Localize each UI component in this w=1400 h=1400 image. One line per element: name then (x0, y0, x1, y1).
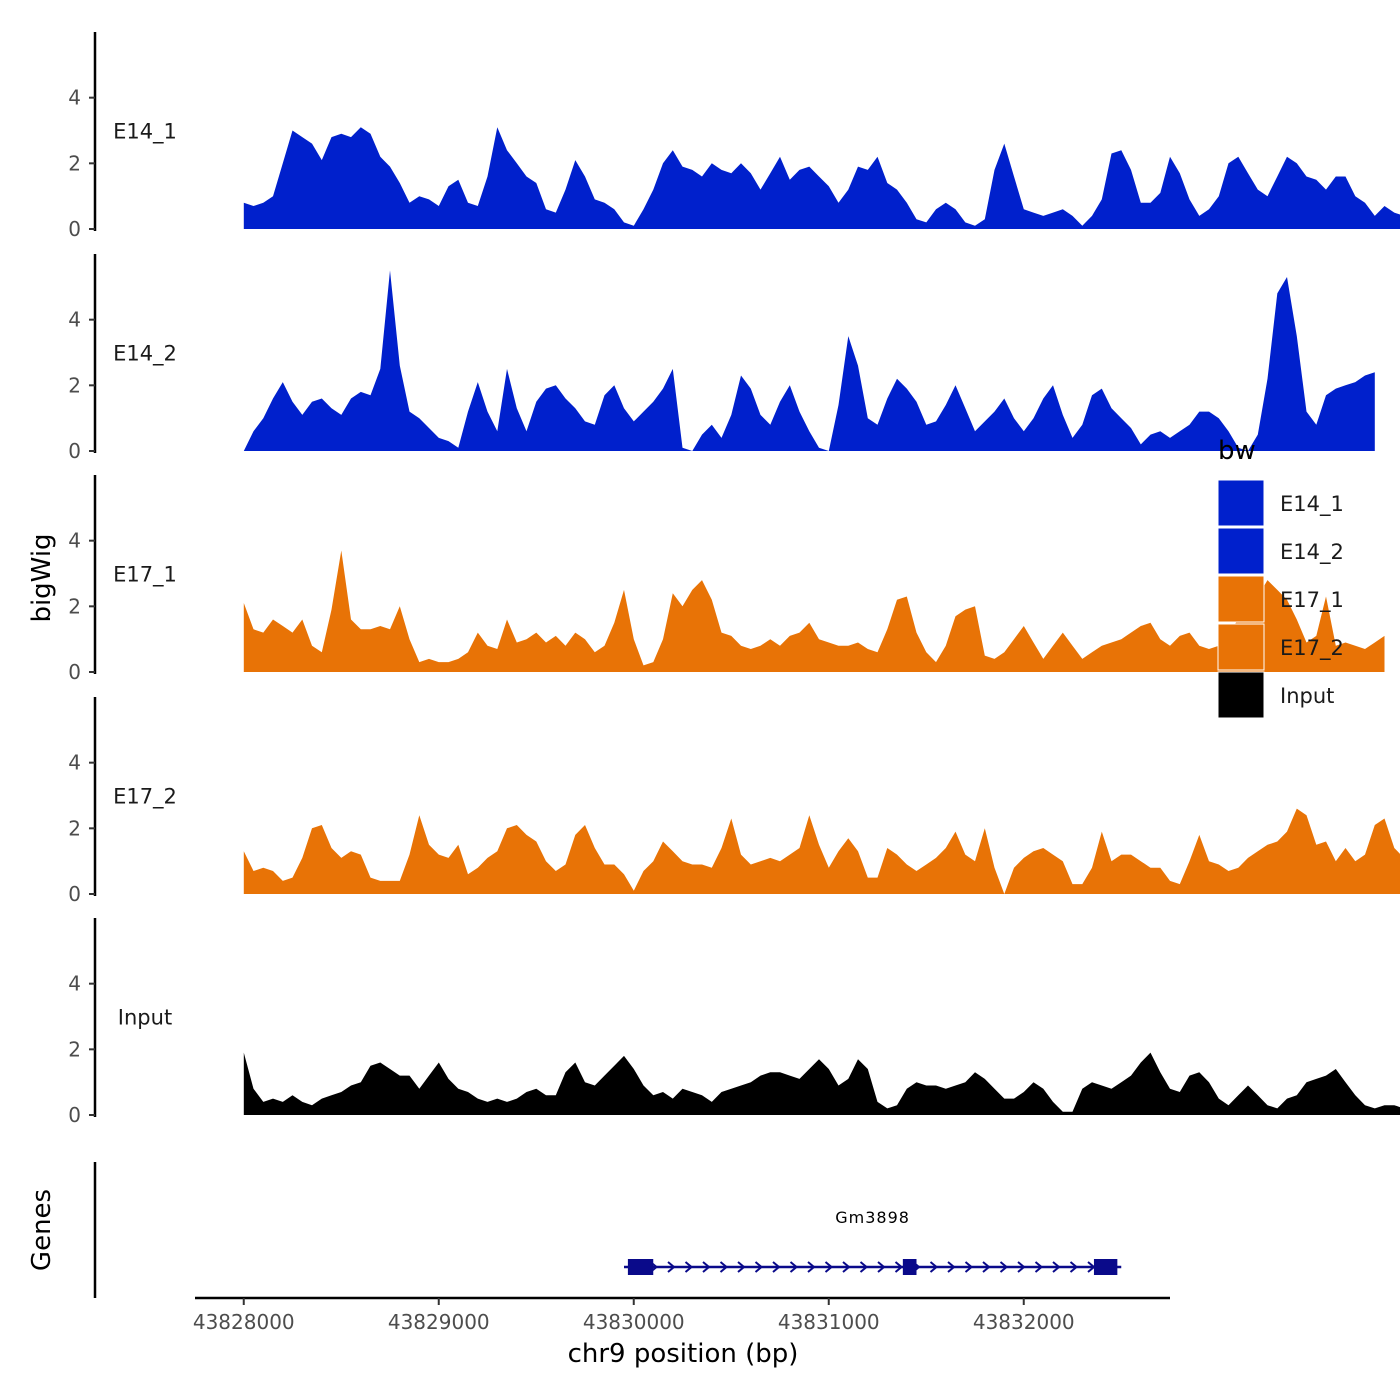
gene-strand-chevron (702, 1261, 711, 1273)
gene-strand-chevron (737, 1261, 746, 1273)
legend-title: bw (1218, 436, 1256, 466)
legend-swatch-Input (1217, 671, 1265, 719)
track-E17_1: 0 2 4 E17_1 (68, 475, 1385, 684)
area-E17_2 (243, 808, 1400, 894)
gene-strand-chevron (684, 1261, 694, 1273)
y-tick-label: 4 (68, 751, 81, 775)
gene-strand-chevron (667, 1261, 676, 1273)
track-label-E14_2: E14_2 (113, 342, 177, 367)
y-tick-label: 2 (68, 1037, 81, 1061)
gene-strand-chevron (1034, 1261, 1044, 1273)
gene-strand-chevron (1017, 1261, 1026, 1273)
gene-strand-chevron (964, 1261, 974, 1273)
y-tick-label: 2 (68, 151, 81, 175)
x-tick-label: 43829000 (388, 1310, 490, 1334)
y-tick-label: 4 (68, 972, 81, 996)
track-label-E14_1: E14_1 (113, 120, 177, 145)
legend-label-Input: Input (1280, 684, 1334, 708)
gene-strand-chevron (877, 1261, 886, 1273)
gene-strand-chevron (999, 1261, 1009, 1273)
area-E14_2 (243, 270, 1375, 451)
y-tick-label: 0 (68, 660, 81, 684)
gene-strand-chevron (789, 1261, 799, 1273)
x-tick-label: 43832000 (973, 1310, 1075, 1334)
y-tick-label: 4 (68, 86, 81, 110)
y-tick-label: 4 (68, 308, 81, 332)
track-label-E17_2: E17_2 (113, 785, 177, 810)
gene-strand-chevron (807, 1261, 816, 1273)
gene-strand-chevron (842, 1261, 851, 1273)
legend-swatch-E14_1 (1217, 479, 1265, 527)
area-E14_1 (243, 127, 1400, 229)
x-axis-title: chr9 position (bp) (568, 1339, 799, 1369)
gene-exon (627, 1259, 654, 1275)
genes-panel: Gm3898 (93, 1162, 1122, 1298)
legend-label-E14_2: E14_2 (1280, 540, 1344, 565)
track-Input: 0 2 4 Input (68, 918, 1400, 1127)
x-tick-label: 43831000 (778, 1310, 880, 1334)
gene-strand-chevron (982, 1261, 991, 1273)
track-E14_2: 0 2 4 E14_2 (68, 254, 1375, 463)
gene-strand-chevron (1069, 1261, 1079, 1273)
gene-strand-chevron (894, 1261, 904, 1273)
gene-strand-chevron (859, 1261, 869, 1273)
gene-strand-chevron (929, 1261, 939, 1273)
gene-strand-chevron (824, 1261, 834, 1273)
y-axis-title: bigWig (27, 533, 57, 622)
area-Input (243, 1052, 1400, 1115)
gene-exon (1093, 1259, 1118, 1275)
gene-strand-chevron (754, 1261, 764, 1273)
y-tick-label: 2 (68, 373, 81, 397)
gene-strand-chevron (1052, 1261, 1061, 1273)
legend-label-E14_1: E14_1 (1280, 492, 1344, 517)
legend-swatch-E17_2 (1217, 623, 1265, 671)
legend-label-E17_2: E17_2 (1280, 636, 1344, 661)
legend-swatch-E17_1 (1217, 575, 1265, 623)
legend-label-E17_1: E17_1 (1280, 588, 1344, 613)
y-tick-label: 0 (68, 439, 81, 463)
y-tick-label: 4 (68, 529, 81, 553)
genes-axis-title: Genes (27, 1189, 57, 1271)
gene-strand-chevron (719, 1261, 729, 1273)
track-E14_1: 0 2 4 E14_1 (68, 32, 1400, 241)
x-tick-label: 43830000 (583, 1310, 685, 1334)
y-tick-label: 0 (68, 217, 81, 241)
legend: bw E14_1 E14_2 E17_1 E17_2 Input (1217, 436, 1344, 719)
gene-strand-chevron (772, 1261, 781, 1273)
gene-strand-chevron (947, 1261, 956, 1273)
y-tick-label: 2 (68, 594, 81, 618)
x-axis: 43828000 43829000 43830000 43831000 43832000 (193, 1296, 1170, 1334)
x-tick-label: 43828000 (193, 1310, 295, 1334)
y-tick-label: 2 (68, 816, 81, 840)
gene-name-label: Gm3898 (835, 1208, 910, 1227)
y-tick-label: 0 (68, 1103, 81, 1127)
tracks-panel: 0 2 4 E14_1 0 2 4 E14_2 0 2 4 E17_1 0 2 4 E17_2 0 2 4 Input (68, 32, 1400, 1127)
track-label-Input: Input (118, 1006, 172, 1030)
legend-swatch-E14_2 (1217, 527, 1265, 575)
area-E17_1 (243, 550, 1385, 672)
track-E17_2: 0 2 4 E17_2 (68, 697, 1400, 906)
y-tick-label: 0 (68, 882, 81, 906)
gene-exon (902, 1259, 917, 1275)
track-label-E17_1: E17_1 (113, 563, 177, 588)
